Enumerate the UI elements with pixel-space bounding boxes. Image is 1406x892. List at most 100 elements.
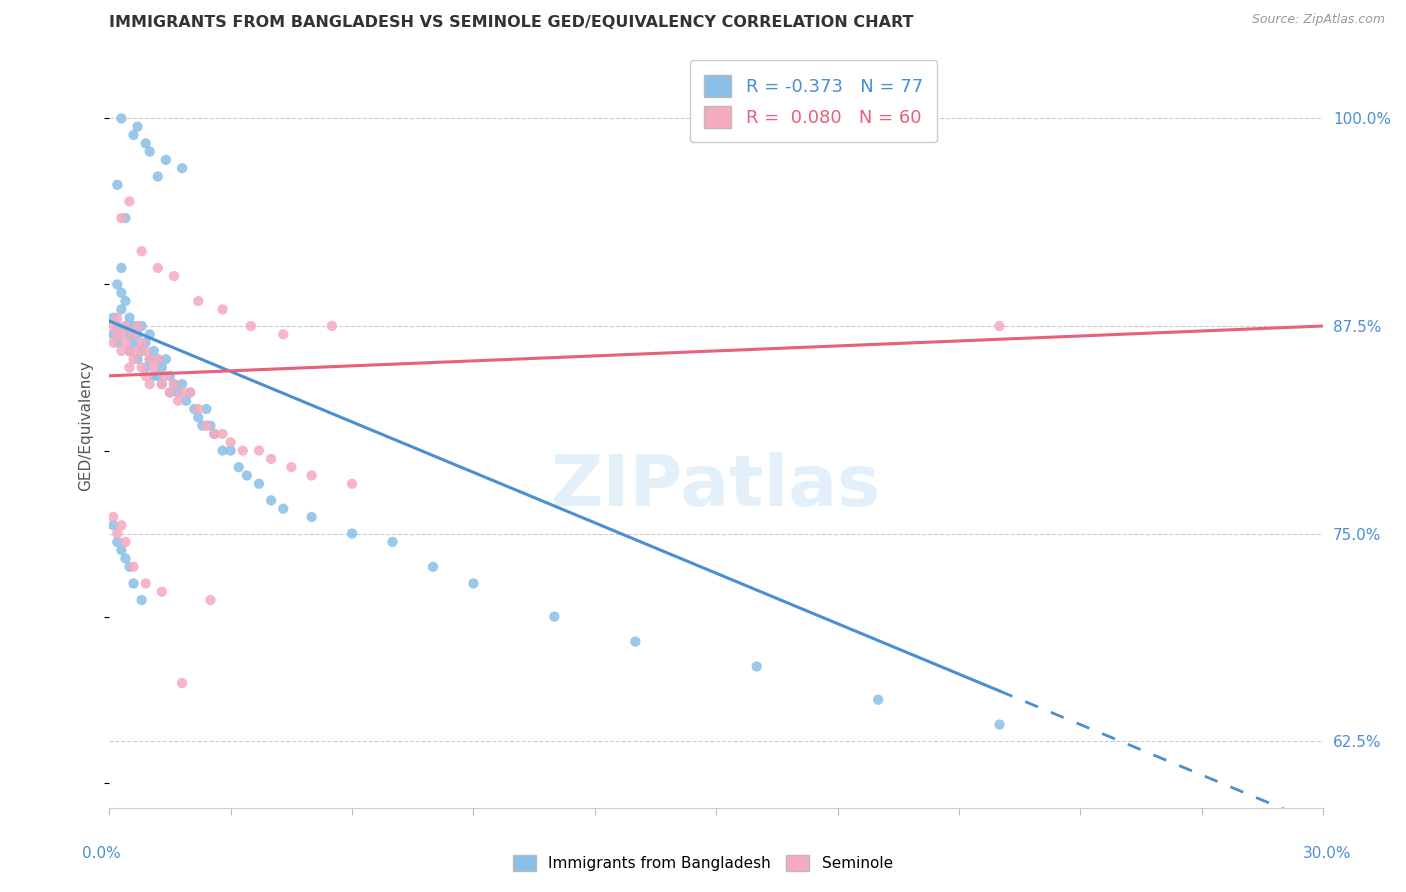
Point: [110, 112, 132, 126]
Point: [118, 327, 141, 342]
Point: [114, 335, 136, 350]
Text: 0.0%: 0.0%: [82, 846, 121, 861]
Point: [114, 294, 136, 309]
Legend: Immigrants from Bangladesh, Seminole: Immigrants from Bangladesh, Seminole: [508, 849, 898, 877]
Point: [219, 435, 242, 450]
Point: [127, 327, 149, 342]
Point: [105, 178, 128, 192]
Point: [110, 260, 132, 275]
Point: [191, 418, 214, 433]
Point: [118, 343, 141, 358]
Point: [110, 543, 132, 558]
Point: [122, 327, 145, 342]
Point: [122, 576, 145, 591]
Point: [280, 460, 302, 475]
Point: [135, 343, 157, 358]
Point: [247, 443, 270, 458]
Point: [118, 559, 141, 574]
Point: [219, 443, 242, 458]
Point: [183, 402, 205, 417]
Point: [463, 576, 485, 591]
Point: [301, 468, 323, 483]
Point: [271, 501, 294, 516]
Point: [110, 518, 132, 533]
Point: [247, 476, 270, 491]
Point: [131, 593, 153, 607]
Point: [988, 717, 1011, 731]
Point: [543, 609, 565, 624]
Point: [105, 526, 128, 541]
Point: [381, 535, 404, 549]
Point: [110, 302, 132, 317]
Point: [211, 302, 233, 317]
Point: [127, 120, 149, 134]
Point: [195, 418, 218, 433]
Point: [103, 318, 125, 333]
Point: [340, 526, 363, 541]
Point: [179, 385, 201, 400]
Point: [172, 161, 194, 176]
Point: [110, 211, 132, 225]
Point: [150, 377, 173, 392]
Point: [868, 692, 890, 706]
Point: [146, 260, 169, 275]
Text: 30.0%: 30.0%: [1303, 846, 1351, 861]
Point: [127, 343, 149, 358]
Point: [172, 385, 194, 400]
Point: [135, 360, 157, 375]
Y-axis label: GED/Equivalency: GED/Equivalency: [79, 360, 93, 491]
Point: [204, 426, 226, 441]
Point: [131, 335, 153, 350]
Point: [138, 327, 160, 342]
Point: [163, 269, 186, 284]
Point: [422, 559, 444, 574]
Point: [122, 352, 145, 367]
Point: [211, 443, 233, 458]
Point: [105, 310, 128, 325]
Point: [110, 327, 132, 342]
Text: Source: ZipAtlas.com: Source: ZipAtlas.com: [1251, 13, 1385, 27]
Point: [155, 153, 177, 167]
Point: [260, 451, 283, 466]
Point: [142, 368, 165, 383]
Text: IMMIGRANTS FROM BANGLADESH VS SEMINOLE GED/EQUIVALENCY CORRELATION CHART: IMMIGRANTS FROM BANGLADESH VS SEMINOLE G…: [110, 15, 914, 30]
Point: [103, 327, 125, 342]
Point: [114, 318, 136, 333]
Point: [131, 343, 153, 358]
Point: [110, 343, 132, 358]
Point: [118, 310, 141, 325]
Point: [135, 368, 157, 383]
Point: [988, 318, 1011, 333]
Point: [114, 211, 136, 225]
Point: [122, 559, 145, 574]
Point: [146, 169, 169, 184]
Point: [163, 377, 186, 392]
Point: [103, 518, 125, 533]
Point: [122, 335, 145, 350]
Point: [138, 352, 160, 367]
Point: [187, 294, 209, 309]
Point: [150, 377, 173, 392]
Point: [135, 136, 157, 151]
Point: [138, 377, 160, 392]
Point: [138, 352, 160, 367]
Point: [110, 285, 132, 300]
Point: [239, 318, 262, 333]
Point: [167, 393, 190, 408]
Point: [155, 368, 177, 383]
Point: [105, 535, 128, 549]
Point: [150, 584, 173, 599]
Point: [142, 360, 165, 375]
Point: [135, 576, 157, 591]
Point: [204, 426, 226, 441]
Point: [114, 551, 136, 566]
Point: [131, 244, 153, 259]
Point: [211, 426, 233, 441]
Point: [624, 634, 647, 648]
Point: [172, 676, 194, 690]
Point: [236, 468, 259, 483]
Point: [195, 402, 218, 417]
Point: [172, 377, 194, 392]
Point: [131, 360, 153, 375]
Point: [146, 352, 169, 367]
